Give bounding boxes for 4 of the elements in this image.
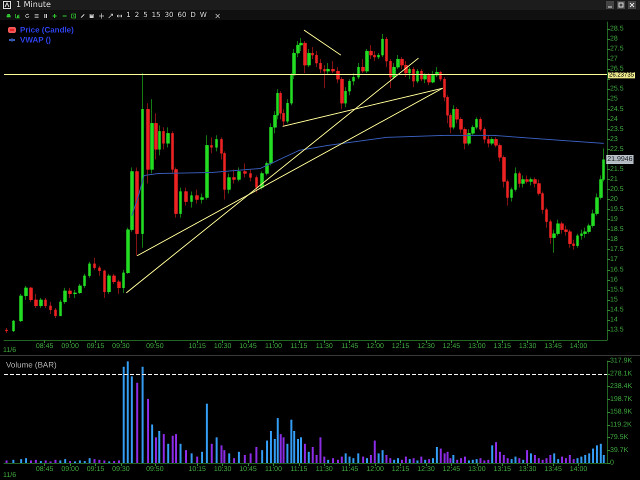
chart-title: 1 Minute: [16, 0, 51, 10]
chart-title: Volume (BAR): [6, 360, 58, 370]
legend-label: VWAP (): [20, 36, 52, 44]
legend-label: Price (Candle): [20, 26, 74, 34]
